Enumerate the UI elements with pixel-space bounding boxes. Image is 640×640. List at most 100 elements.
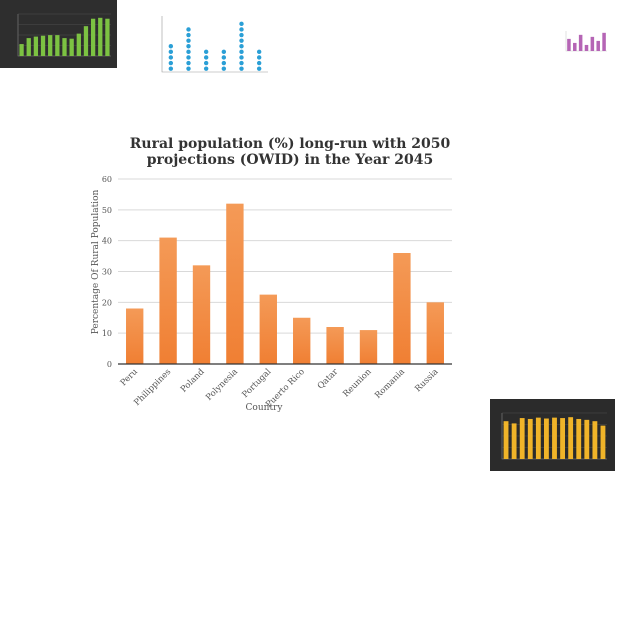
thumb-bar [576, 418, 582, 459]
thumb-bar [83, 26, 89, 56]
thumb-dot [256, 66, 262, 71]
thumb-dot [186, 44, 191, 49]
x-tick-label: Qatar [316, 366, 341, 391]
bar-russia[interactable] [426, 302, 444, 364]
thumbnail-green-bar-chart[interactable] [0, 0, 117, 68]
thumb-dot [239, 60, 244, 66]
thumb-dot [168, 55, 174, 60]
thumb-bar [568, 417, 574, 459]
thumb-bar [98, 17, 103, 56]
y-tick-label: 30 [102, 268, 112, 277]
x-tick-label: Reunion [341, 367, 374, 400]
thumb-dot [239, 21, 244, 27]
thumb-bar [76, 33, 81, 56]
thumb-dot [186, 27, 191, 32]
thumb-dot [186, 60, 191, 66]
thumb-dot [239, 32, 244, 38]
thumb-bar [567, 38, 571, 51]
chart-title-line-1: Rural population (%) long-run with 2050 [130, 136, 451, 152]
thumb-dot [168, 60, 174, 66]
thumb-bar [573, 42, 577, 51]
x-tick-label: Romania [373, 367, 407, 401]
thumb-dot [203, 49, 209, 55]
rural-population-chart: Rural population (%) long-run with 2050 … [84, 128, 464, 418]
thumb-bar [33, 36, 39, 56]
thumb-bar [584, 419, 590, 459]
thumb-bar [62, 38, 67, 56]
thumb-bar [578, 34, 583, 51]
bar-puerto-rico[interactable] [293, 317, 311, 364]
thumb-bar [511, 423, 517, 459]
thumb-dot [186, 38, 191, 43]
thumb-dot [239, 38, 244, 43]
thumb-dot [186, 66, 191, 71]
thumb-dot [186, 49, 191, 55]
bar-reunion[interactable] [359, 330, 378, 364]
thumb-dot [239, 55, 244, 60]
thumb-dot [256, 60, 262, 66]
main-chart-svg: Rural population (%) long-run with 2050 … [91, 136, 452, 413]
bar-polynesia[interactable] [226, 203, 244, 364]
bar-philippines[interactable] [159, 237, 177, 364]
x-tick-label: Poland [179, 367, 207, 395]
thumb-dot [168, 49, 174, 55]
thumb-dot [221, 55, 227, 60]
x-axis-label: Country [246, 403, 284, 413]
bar-qatar[interactable] [326, 327, 344, 364]
thumb-bar [48, 35, 53, 56]
thumbnail-purple-chart-graphic [565, 31, 607, 52]
thumb-bar [90, 18, 96, 57]
thumb-dot [203, 55, 209, 60]
thumb-bar [600, 425, 606, 459]
bar-poland[interactable] [192, 265, 211, 364]
thumb-bar [26, 38, 31, 56]
thumb-bar [552, 417, 557, 459]
y-tick-label: 60 [102, 175, 112, 184]
thumbnail-dot-chart[interactable] [142, 8, 274, 84]
thumb-bar [596, 40, 600, 51]
thumb-bar [592, 421, 598, 459]
thumb-dot [256, 49, 262, 55]
thumb-dot [221, 60, 227, 66]
thumb-bar [527, 418, 533, 459]
thumb-dot [168, 44, 174, 49]
thumb-dot [186, 32, 191, 38]
thumb-bar [544, 418, 549, 459]
thumb-dot [221, 49, 227, 55]
thumbnail-purple-bar-chart[interactable] [558, 25, 610, 55]
thumb-dot [168, 66, 174, 71]
thumb-dot [256, 55, 262, 60]
chart-title-line-2: projections (OWID) in the Year 2045 [147, 152, 434, 168]
thumbnail-dot-chart-graphic [161, 16, 268, 73]
y-tick-label: 20 [102, 298, 112, 307]
thumb-dot [239, 44, 244, 49]
thumb-bar [19, 44, 24, 56]
thumb-bar [590, 36, 595, 51]
y-tick-label: 40 [102, 237, 112, 246]
thumb-bar [602, 32, 606, 51]
thumb-bar [519, 418, 525, 459]
y-tick-label: 10 [102, 329, 112, 338]
thumb-dot [186, 55, 191, 60]
thumb-dot [239, 27, 244, 32]
thumbnail-green-chart-graphic [17, 13, 111, 57]
thumb-dot [221, 66, 227, 71]
thumb-bar [503, 421, 509, 459]
y-tick-label: 0 [107, 360, 112, 369]
thumbnail-yellow-bar-chart[interactable] [490, 399, 615, 471]
x-tick-label: Polynesia [204, 367, 240, 403]
x-tick-label: Russia [413, 367, 440, 394]
thumbnail-yellow-chart-graphic [501, 412, 607, 460]
thumb-dot [239, 66, 244, 71]
thumb-bar [535, 417, 541, 459]
thumb-bar [584, 44, 589, 51]
bar-portugal[interactable] [259, 294, 277, 364]
thumb-bar [55, 35, 60, 56]
bar-peru[interactable] [126, 308, 144, 365]
thumb-dot [239, 49, 244, 55]
thumb-bar [40, 35, 46, 56]
bar-romania[interactable] [393, 253, 411, 364]
thumb-bar [69, 38, 74, 56]
thumb-dot [203, 60, 209, 66]
y-axis-label: Percentage Of Rural Population [91, 190, 101, 335]
